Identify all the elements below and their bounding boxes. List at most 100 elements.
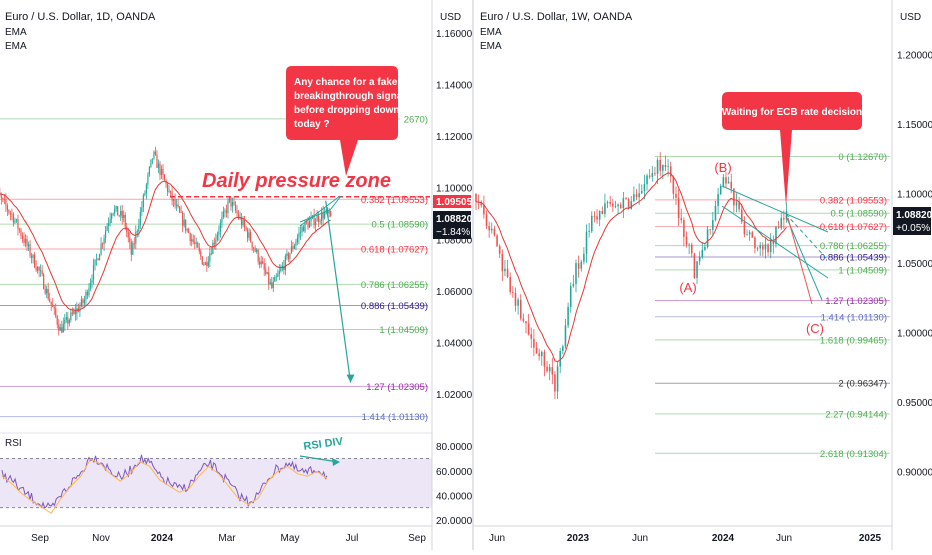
left-candle-body [215, 239, 216, 244]
left-candle-body [5, 200, 6, 206]
left-candle-body [138, 225, 139, 231]
left-currency-label[interactable]: USD [440, 12, 461, 23]
right-candle-body [562, 346, 564, 351]
left-candle-body [1, 196, 2, 198]
left-candle-body [20, 230, 21, 236]
left-candle-body [221, 217, 222, 223]
left-candle-body [274, 277, 275, 282]
left-candle-body [49, 299, 50, 302]
left-candle-body [161, 169, 162, 175]
left-callout-line-2: breakingthrough signal [294, 91, 405, 102]
left-candle-body [135, 232, 136, 244]
right-y-tick-label: 1.20000 [897, 51, 932, 62]
left-candle-body [147, 175, 148, 185]
left-candle-body [271, 282, 272, 288]
left-candle-body [156, 155, 157, 168]
right-candle-body [638, 193, 640, 197]
left-candle-body [57, 316, 58, 324]
left-candle-body [277, 274, 278, 276]
right-candle-body [512, 292, 514, 293]
right-candle-body [688, 245, 690, 246]
left-candle-body [70, 313, 71, 320]
left-candle-body [292, 246, 293, 249]
right-currency-label[interactable]: USD [900, 12, 921, 23]
right-candle-body [594, 216, 596, 217]
left-candle-body [184, 220, 185, 226]
left-candle-body [14, 221, 15, 223]
left-candle-body [63, 324, 64, 333]
left-candle-body [16, 219, 17, 220]
panel-divider[interactable] [472, 0, 474, 550]
left-candle-body [23, 239, 24, 243]
right-candle-body [570, 286, 572, 307]
left-candle-body [60, 327, 61, 330]
left-candle-body [140, 212, 141, 225]
right-candle-body [541, 352, 543, 356]
left-fib-label-1.414: 1.414 (1.01130) [362, 412, 428, 423]
left-candle-body [55, 308, 56, 316]
left-candle-body [276, 277, 277, 278]
left-candle-body [230, 197, 231, 206]
left-candle-body [167, 184, 168, 192]
right-candle-body [767, 244, 769, 252]
right-fib-label-1.414: 1.414 (1.01130) [821, 312, 887, 323]
left-candle-body [247, 230, 248, 238]
right-candle-body [625, 198, 627, 199]
right-y-tick-label: 1.10000 [897, 190, 932, 201]
left-candle-body [164, 175, 165, 181]
left-candle-body [226, 211, 227, 213]
right-fib-label-1: 1 (1.04509) [838, 265, 887, 276]
right-candle-body [504, 269, 506, 271]
left-x-tick-label: 2024 [151, 533, 174, 544]
left-candle-body [170, 191, 171, 192]
left-candle-body [52, 305, 53, 308]
right-candle-body [549, 367, 551, 371]
right-candle-body [617, 205, 619, 207]
right-candle-body [502, 254, 504, 271]
right-fib-label-2.27: 2.27 (0.94144) [825, 409, 887, 420]
right-candle-body [667, 166, 669, 167]
left-candle-body [205, 262, 206, 264]
left-candle-body [265, 270, 266, 274]
right-fib-label-0: 0 (1.12670) [838, 152, 887, 163]
right-candle-body [580, 262, 582, 269]
right-ema-label-2: EMA [480, 41, 502, 52]
left-candle-body [87, 292, 88, 295]
right-candle-body [707, 229, 709, 247]
rsi-tick-label: 60.0000 [436, 467, 473, 478]
right-candle-body [602, 211, 604, 214]
left-candle-body [11, 214, 12, 215]
right-x-tick-label: Jun [489, 533, 505, 544]
left-candle-body [91, 280, 92, 283]
rsi-label: RSI [5, 438, 22, 449]
left-candle-body [252, 242, 253, 248]
left-candle-body [110, 219, 111, 223]
left-candle-body [120, 211, 121, 216]
right-candle-body [523, 318, 525, 321]
right-candle-body [483, 205, 485, 214]
right-candle-body [496, 235, 498, 246]
right-candle-body [583, 254, 585, 262]
left-candle-body [291, 246, 292, 253]
right-candle-body [525, 321, 527, 323]
right-x-tick-label: 2025 [859, 533, 882, 544]
left-candle-body [105, 231, 106, 238]
right-candle-body [757, 248, 759, 249]
left-candle-body [264, 263, 265, 269]
left-callout-line-4: today ? [294, 119, 330, 130]
right-candle-body [509, 277, 511, 292]
right-candle-body [730, 182, 732, 189]
right-candle-body [623, 198, 625, 208]
left-candle-body [158, 163, 159, 167]
right-candle-body [486, 214, 488, 226]
left-candle-body [54, 307, 55, 308]
right-fib-label-0.382: 0.382 (1.09553) [820, 195, 887, 206]
right-callout-text: Waiting for ECB rate decision [722, 107, 862, 118]
right-candle-body [762, 245, 764, 249]
left-candle-body [245, 227, 246, 230]
left-candle-body [258, 250, 259, 262]
right-y-tick-label: 1.05000 [897, 259, 932, 270]
left-candle-body [69, 320, 70, 324]
left-x-tick-label: Nov [92, 533, 110, 544]
right-candle-body [746, 234, 748, 235]
